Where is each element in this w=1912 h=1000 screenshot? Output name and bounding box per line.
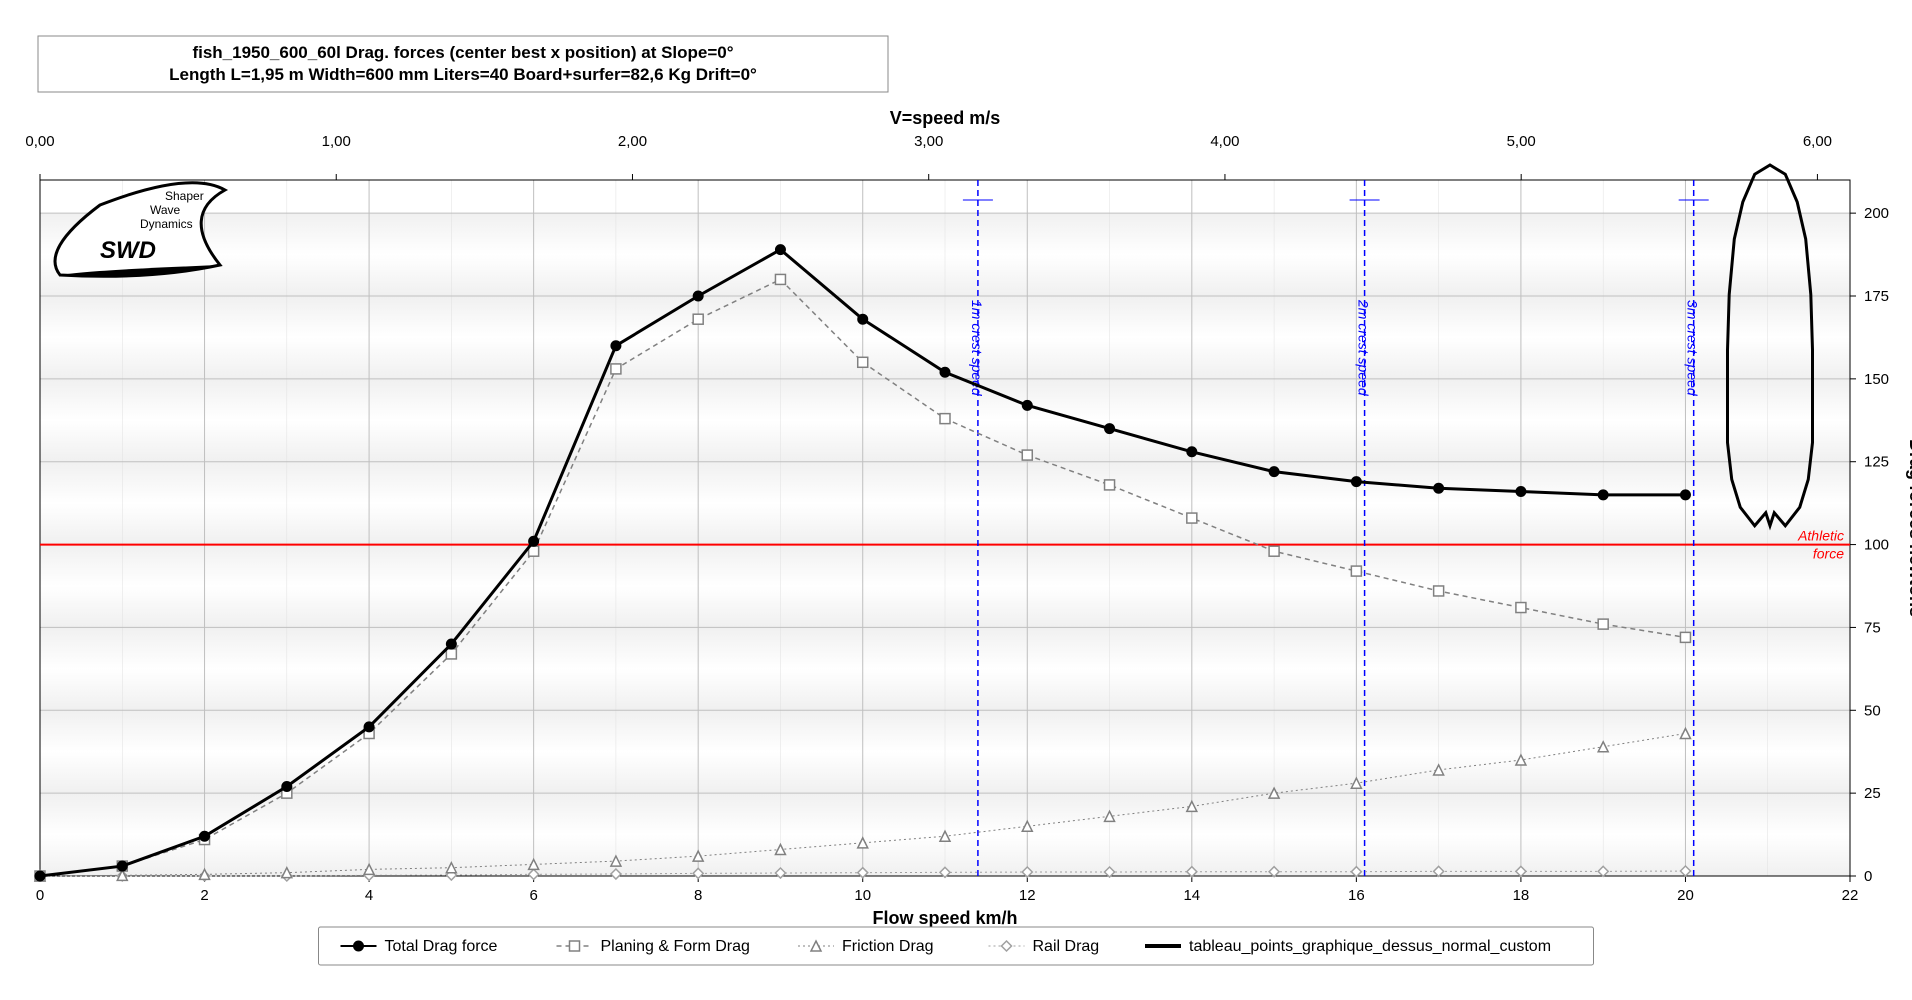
marker-square: [1434, 586, 1444, 596]
x-tick-label: 12: [1019, 887, 1036, 904]
x-top-tick-label: 0,00: [25, 133, 54, 150]
x-top-tick-label: 1,00: [322, 133, 351, 150]
legend-label-custom: tableau_points_graphique_dessus_normal_c…: [1189, 938, 1551, 955]
marker-square: [1680, 632, 1690, 642]
x-top-tick-label: 4,00: [1210, 133, 1239, 150]
marker-square: [1187, 513, 1197, 523]
marker-circle: [200, 831, 210, 841]
marker-circle: [1022, 400, 1032, 410]
marker-circle: [282, 782, 292, 792]
marker-square: [1269, 546, 1279, 556]
x-top-tick-label: 6,00: [1803, 133, 1832, 150]
marker-square: [570, 941, 580, 951]
x-axis-label-top: V=speed m/s: [890, 108, 1001, 128]
athletic-force-label: Athletic: [1797, 528, 1844, 544]
y-tick-label: 50: [1864, 702, 1881, 719]
athletic-force-label2: force: [1813, 546, 1844, 562]
x-tick-label: 0: [36, 887, 44, 904]
logo-text2: Wave: [150, 203, 181, 217]
y-tick-label: 100: [1864, 537, 1889, 554]
marker-square: [1351, 566, 1361, 576]
marker-square: [693, 314, 703, 324]
x-tick-label: 4: [365, 887, 373, 904]
marker-square: [940, 414, 950, 424]
chart-svg: 0 2 4 6 8 10 12 14 16 18 20 22 Flow speed km/h 0,00 1,…: [0, 0, 1912, 1000]
legend-label-planing: Planing & Form Drag: [601, 938, 750, 955]
x-tick-label: 14: [1183, 887, 1200, 904]
marker-circle: [858, 314, 868, 324]
marker-circle: [1434, 483, 1444, 493]
legend-label-friction: Friction Drag: [842, 938, 934, 955]
x-top-tick-label: 3,00: [914, 133, 943, 150]
y-tick-label: 200: [1864, 205, 1889, 222]
y-tick-label: 0: [1864, 868, 1872, 885]
y-tick-label: 175: [1864, 288, 1889, 305]
logo-text4: SWD: [100, 237, 156, 264]
y-axis-label: Drag forces newtons: [1906, 439, 1912, 617]
marker-square: [858, 357, 868, 367]
legend-label-total: Total Drag force: [385, 938, 498, 955]
x-axis-label-bottom: Flow speed km/h: [872, 908, 1017, 928]
marker-circle: [1187, 447, 1197, 457]
marker-circle: [117, 861, 127, 871]
x-top-tick-label: 5,00: [1507, 133, 1536, 150]
marker-circle: [1516, 487, 1526, 497]
marker-circle: [693, 291, 703, 301]
x-top-tick-label: 2,00: [618, 133, 647, 150]
marker-circle: [1680, 490, 1690, 500]
marker-circle: [364, 722, 374, 732]
marker-circle: [35, 871, 45, 881]
marker-circle: [940, 367, 950, 377]
marker-square: [1022, 450, 1032, 460]
marker-circle: [1351, 477, 1361, 487]
marker-square: [446, 649, 456, 659]
x-tick-label: 16: [1348, 887, 1365, 904]
y-tick-label: 125: [1864, 454, 1889, 471]
chart-container: 0 2 4 6 8 10 12 14 16 18 20 22 Flow speed km/h 0,00 1,…: [0, 0, 1912, 1000]
marker-circle: [1269, 467, 1279, 477]
marker-circle: [1105, 424, 1115, 434]
legend: Total Drag force Planing & Form Drag Frict…: [319, 927, 1594, 965]
x-tick-label: 20: [1677, 887, 1694, 904]
logo-text3: Dynamics: [140, 217, 193, 231]
y-tick-label: 150: [1864, 371, 1889, 388]
marker-circle: [1598, 490, 1608, 500]
crest-label: 3m crest speed: [1685, 300, 1701, 397]
x-tick-label: 6: [529, 887, 537, 904]
marker-circle: [775, 245, 785, 255]
logo-text1: Shaper: [165, 189, 204, 203]
x-tick-label: 10: [854, 887, 871, 904]
marker-circle: [354, 941, 364, 951]
marker-circle: [611, 341, 621, 351]
y-tick-label: 75: [1864, 619, 1881, 636]
x-tick-label: 18: [1513, 887, 1530, 904]
marker-square: [1598, 619, 1608, 629]
marker-square: [775, 274, 785, 284]
marker-circle: [529, 536, 539, 546]
x-tick-label: 22: [1842, 887, 1859, 904]
marker-square: [611, 364, 621, 374]
marker-circle: [446, 639, 456, 649]
chart-title-line2: Length L=1,95 m Width=600 mm Liters=40 B…: [169, 65, 757, 84]
x-tick-label: 8: [694, 887, 702, 904]
chart-title-line1: fish_1950_600_60l Drag. forces (center b…: [192, 43, 733, 62]
x-tick-label: 2: [200, 887, 208, 904]
crest-label: 2m crest speed: [1356, 299, 1372, 397]
marker-square: [1105, 480, 1115, 490]
marker-square: [1516, 603, 1526, 613]
swd-logo: ShaperWaveDynamics SWD: [55, 183, 225, 277]
y-tick-label: 25: [1864, 785, 1881, 802]
legend-label-rail: Rail Drag: [1033, 938, 1100, 955]
